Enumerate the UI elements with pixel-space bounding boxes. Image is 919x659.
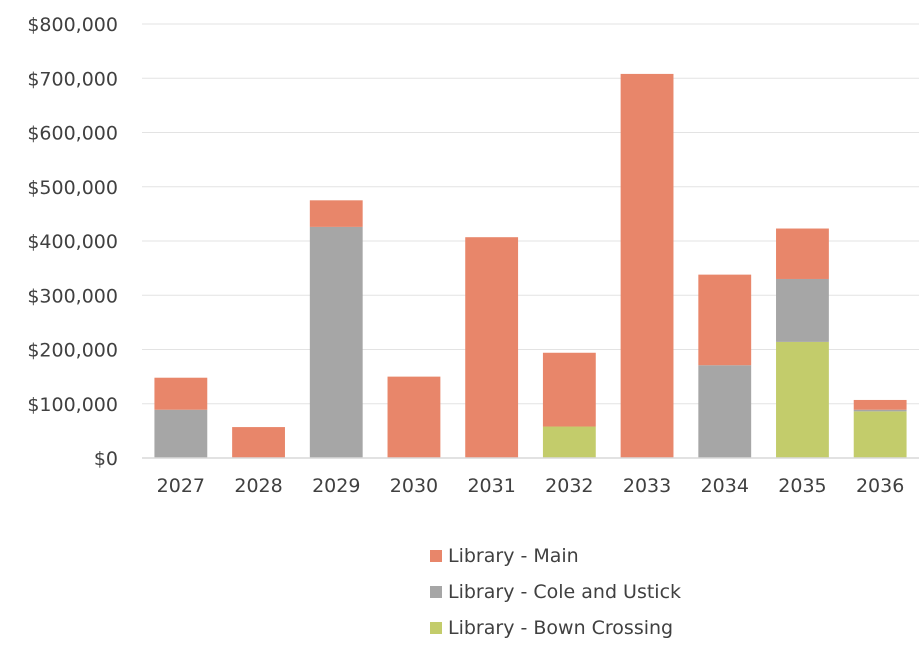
bar-segment	[309, 200, 363, 227]
y-axis-ticks: $0 $100,000 $200,000 $300,000 $400,000 $500,0…	[27, 14, 118, 470]
legend-swatch	[430, 622, 442, 634]
legend-item: Library - Bown Crossing	[430, 610, 681, 646]
y-tick-label: $400,000	[27, 231, 118, 253]
bar-segment	[387, 376, 441, 458]
y-tick-label: $500,000	[27, 177, 118, 199]
x-tick-label: 2030	[390, 475, 438, 497]
legend-swatch	[430, 550, 442, 562]
x-tick-label: 2033	[623, 475, 671, 497]
bar-segment	[542, 426, 596, 458]
bar-segment	[853, 411, 907, 458]
legend-label: Library - Main	[448, 545, 579, 567]
x-tick-label: 2035	[778, 475, 826, 497]
bar-segment	[232, 427, 285, 458]
bar-segment	[776, 228, 829, 279]
bars	[154, 73, 907, 458]
y-tick-label: $200,000	[27, 340, 118, 362]
x-tick-label: 2032	[545, 475, 593, 497]
legend-label: Library - Cole and Ustick	[448, 581, 682, 603]
y-tick-label: $0	[94, 448, 118, 470]
x-tick-label: 2036	[856, 475, 904, 497]
bar-segment	[309, 226, 363, 458]
bar-segment	[465, 237, 519, 458]
y-tick-label: $800,000	[27, 14, 118, 36]
x-tick-label: 2027	[157, 475, 205, 497]
bar-segment	[776, 341, 829, 458]
bar-segment	[154, 409, 208, 458]
bar-segment	[698, 274, 752, 366]
bar-segment	[620, 73, 674, 458]
legend-label: Library - Bown Crossing	[448, 617, 674, 639]
x-axis-ticks: 2027 2028 2029 2030 2031 2032 2033 2034 2035 2036	[157, 475, 905, 497]
bar-segment	[776, 278, 829, 342]
x-tick-label: 2034	[701, 475, 749, 497]
bar-segment	[853, 399, 907, 410]
legend-item: Library - Main	[430, 538, 681, 574]
x-tick-label: 2028	[234, 475, 282, 497]
gridlines	[142, 23, 919, 405]
x-tick-label: 2031	[467, 475, 515, 497]
y-tick-label: $100,000	[27, 394, 118, 416]
bar-segment	[154, 377, 208, 410]
bar-segment	[542, 352, 596, 427]
bar-segment	[853, 409, 907, 412]
y-tick-label: $700,000	[27, 68, 118, 90]
x-tick-label: 2029	[312, 475, 360, 497]
y-tick-label: $300,000	[27, 285, 118, 307]
legend-swatch	[430, 586, 442, 598]
legend-item: Library - Cole and Ustick	[430, 574, 681, 610]
legend: Library - Main Library - Cole and Ustick L…	[430, 538, 681, 646]
bar-segment	[698, 365, 752, 458]
y-tick-label: $600,000	[27, 123, 118, 145]
